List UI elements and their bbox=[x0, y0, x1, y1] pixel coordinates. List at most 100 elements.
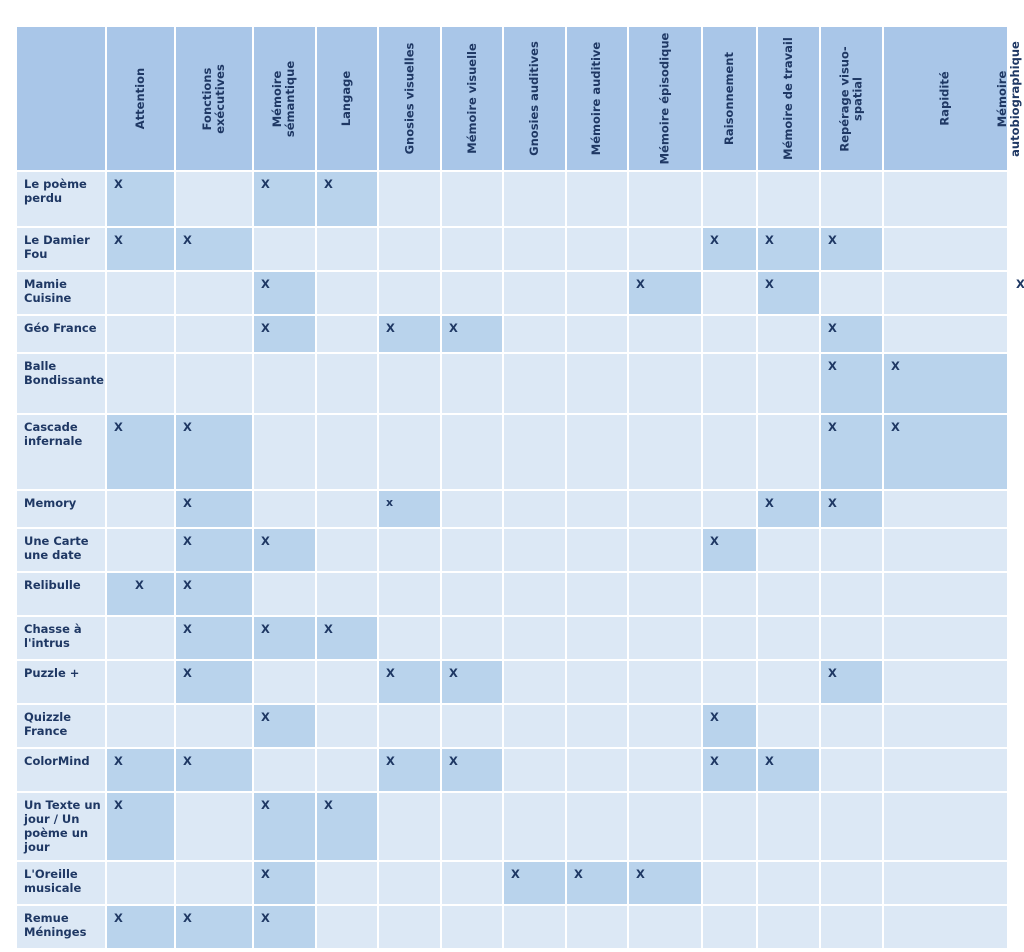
row-label: Memory bbox=[17, 491, 107, 529]
row-label: Remue Méninges bbox=[17, 906, 107, 950]
table-cell: X bbox=[1009, 272, 1024, 316]
table-cell: X bbox=[629, 272, 703, 316]
table-cell bbox=[821, 617, 884, 661]
column-header-label: Attention bbox=[132, 67, 147, 130]
table-cell bbox=[504, 661, 567, 705]
table-cell: X bbox=[758, 749, 821, 793]
table-cell bbox=[176, 272, 254, 316]
table-cell bbox=[629, 906, 703, 950]
table-cell bbox=[821, 172, 884, 228]
check-mark: X bbox=[324, 798, 333, 812]
table-cell bbox=[317, 661, 379, 705]
check-mark: X bbox=[114, 420, 123, 434]
table-cell bbox=[629, 617, 703, 661]
table-cell: X bbox=[176, 529, 254, 573]
table-cell bbox=[504, 354, 567, 415]
table-cell bbox=[107, 617, 176, 661]
table-cell bbox=[1009, 491, 1011, 529]
check-mark: X bbox=[765, 233, 774, 247]
table-cell bbox=[884, 906, 1009, 950]
table-cell: X bbox=[703, 228, 758, 272]
table-cell: X bbox=[884, 415, 1009, 491]
table-cell bbox=[821, 529, 884, 573]
check-mark: X bbox=[828, 233, 837, 247]
table-cell bbox=[567, 705, 629, 749]
column-header-label: Langage bbox=[339, 70, 354, 127]
row-label: Une Carte une date bbox=[17, 529, 107, 573]
table-cell bbox=[504, 491, 567, 529]
check-mark: X bbox=[114, 798, 123, 812]
check-mark: X bbox=[261, 177, 270, 191]
table-cell bbox=[567, 272, 629, 316]
table-cell: x bbox=[379, 491, 442, 529]
table-cell bbox=[107, 491, 176, 529]
table-cell: X bbox=[176, 415, 254, 491]
row-label: Le poème perdu bbox=[17, 172, 107, 228]
column-header: Mémoire épisodique bbox=[629, 27, 703, 172]
table-cell: X bbox=[504, 862, 567, 906]
check-mark: X bbox=[449, 754, 458, 768]
table-cell bbox=[317, 529, 379, 573]
table-cell: X bbox=[107, 415, 176, 491]
table-cell bbox=[317, 354, 379, 415]
table-cell bbox=[567, 415, 629, 491]
table-cell: X bbox=[821, 354, 884, 415]
table-cell bbox=[821, 749, 884, 793]
table-cell bbox=[629, 491, 703, 529]
table-cell bbox=[567, 793, 629, 862]
column-header-label: Mémoire auditive bbox=[589, 41, 604, 156]
table-cell bbox=[1009, 228, 1011, 272]
table-cell bbox=[442, 228, 504, 272]
table-cell bbox=[629, 228, 703, 272]
check-mark: X bbox=[183, 622, 192, 636]
table-cell bbox=[107, 661, 176, 705]
check-mark: X bbox=[828, 321, 837, 335]
table-cell bbox=[884, 316, 1009, 354]
table-cell bbox=[254, 415, 317, 491]
check-mark: X bbox=[891, 359, 900, 373]
check-mark: X bbox=[261, 277, 270, 291]
table-cell bbox=[176, 354, 254, 415]
table-cell: X bbox=[703, 749, 758, 793]
table-cell bbox=[379, 272, 442, 316]
check-mark: X bbox=[449, 321, 458, 335]
table-cell bbox=[107, 272, 176, 316]
check-mark: X bbox=[574, 867, 583, 881]
table-cell bbox=[504, 573, 567, 617]
check-mark: X bbox=[183, 496, 192, 510]
row-label: Cascade infernale bbox=[17, 415, 107, 491]
table-cell bbox=[629, 415, 703, 491]
table-cell bbox=[703, 272, 758, 316]
table-cell: X bbox=[254, 316, 317, 354]
table-cell bbox=[758, 862, 821, 906]
row-label: Mamie Cuisine bbox=[17, 272, 107, 316]
table-cell bbox=[567, 491, 629, 529]
skills-table: Attention Fonctions exécutives Mémoire sém… bbox=[17, 27, 1024, 950]
check-mark: X bbox=[710, 233, 719, 247]
table-cell bbox=[567, 228, 629, 272]
table-cell bbox=[629, 793, 703, 862]
column-header-label: Mémoire autobiographique bbox=[995, 40, 1023, 157]
table-cell bbox=[884, 793, 1009, 862]
table-cell bbox=[703, 491, 758, 529]
table-cell bbox=[629, 354, 703, 415]
table-cell: X bbox=[317, 617, 379, 661]
table-cell: X bbox=[758, 491, 821, 529]
table-cell bbox=[703, 617, 758, 661]
check-mark: X bbox=[891, 420, 900, 434]
check-mark: X bbox=[183, 420, 192, 434]
table-cell bbox=[567, 529, 629, 573]
table-cell bbox=[567, 573, 629, 617]
table-cell bbox=[703, 415, 758, 491]
table-cell bbox=[758, 172, 821, 228]
table-cell: X bbox=[442, 661, 504, 705]
table-cell bbox=[317, 415, 379, 491]
check-mark: X bbox=[710, 754, 719, 768]
table-cell bbox=[442, 705, 504, 749]
table-cell: X bbox=[821, 228, 884, 272]
table-cell bbox=[1009, 793, 1011, 862]
table-cell bbox=[379, 172, 442, 228]
table-cell bbox=[504, 316, 567, 354]
table-cell bbox=[442, 354, 504, 415]
table-cell bbox=[567, 316, 629, 354]
